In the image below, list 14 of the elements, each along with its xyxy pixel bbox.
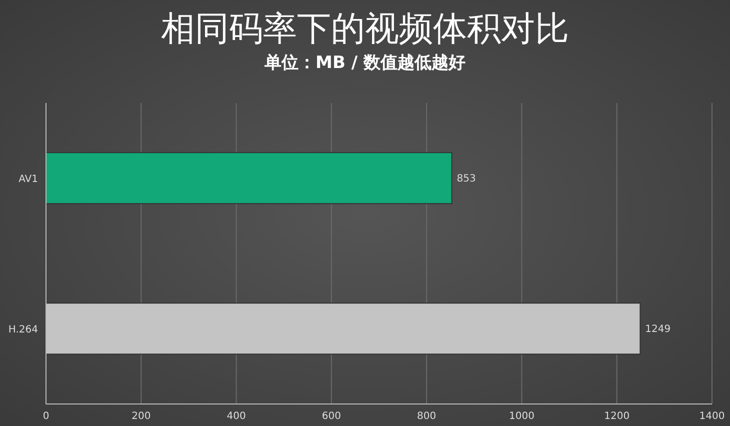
- x-tick-label: 400: [226, 411, 246, 422]
- x-tick-label: 600: [322, 411, 341, 422]
- x-tick-label: 1400: [699, 411, 725, 422]
- chart-subtitle: 单位：MB / 数值越低越好: [264, 52, 466, 75]
- data-label: 1249: [645, 324, 671, 336]
- data-label: 853: [456, 174, 476, 185]
- y-tick-label: H.264: [8, 324, 38, 336]
- x-tick-label: 800: [417, 411, 436, 422]
- x-tick-label: 200: [132, 411, 151, 422]
- x-tick-label: 1000: [508, 411, 534, 422]
- chart-title: 相同码率下的视频体积对比: [160, 8, 570, 50]
- x-tick-label: 0: [42, 411, 50, 422]
- y-tick-label: AV1: [18, 174, 38, 185]
- x-tick-label: 1200: [604, 411, 630, 422]
